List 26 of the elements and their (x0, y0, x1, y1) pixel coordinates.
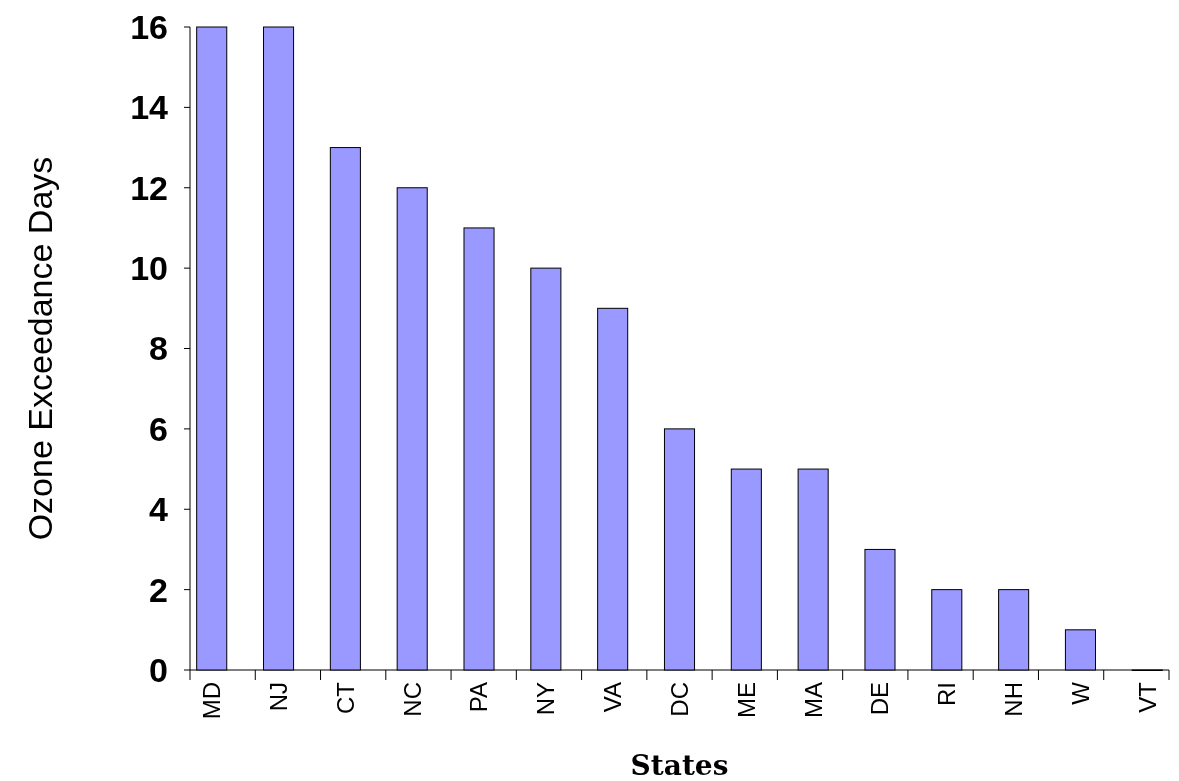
y-tick-label: 6 (149, 409, 168, 448)
x-tick-label: PA (465, 682, 493, 713)
x-tick-label: MD (198, 682, 226, 720)
x-tick-label: VT (1133, 681, 1161, 713)
x-tick-label: W (1066, 681, 1094, 705)
x-tick-label: MA (799, 682, 827, 718)
y-tick-label: 16 (130, 7, 168, 46)
x-axis-title: States (630, 749, 729, 781)
x-tick-label: DE (866, 682, 894, 716)
y-tick-label: 8 (149, 329, 168, 368)
x-tick-label: RI (933, 682, 961, 706)
x-tick-label: NJ (264, 682, 292, 712)
y-tick-label: 14 (130, 88, 169, 127)
x-tick-label: CT (331, 681, 359, 714)
x-tick-label: ME (732, 682, 760, 718)
y-tick-label: 0 (149, 650, 168, 689)
x-tick-label: NC (398, 682, 426, 717)
x-tick-label: DC (665, 682, 693, 717)
x-tick-label: NH (1000, 682, 1028, 717)
y-tick-label: 2 (149, 570, 168, 609)
y-tick-label: 4 (149, 490, 169, 529)
x-tick-label: NY (532, 682, 560, 716)
y-tick-label: 10 (130, 249, 168, 288)
y-tick-label: 12 (130, 168, 168, 207)
x-tick-label: VA (599, 682, 627, 713)
y-axis-title: Ozone Exceedance Days (21, 156, 59, 541)
